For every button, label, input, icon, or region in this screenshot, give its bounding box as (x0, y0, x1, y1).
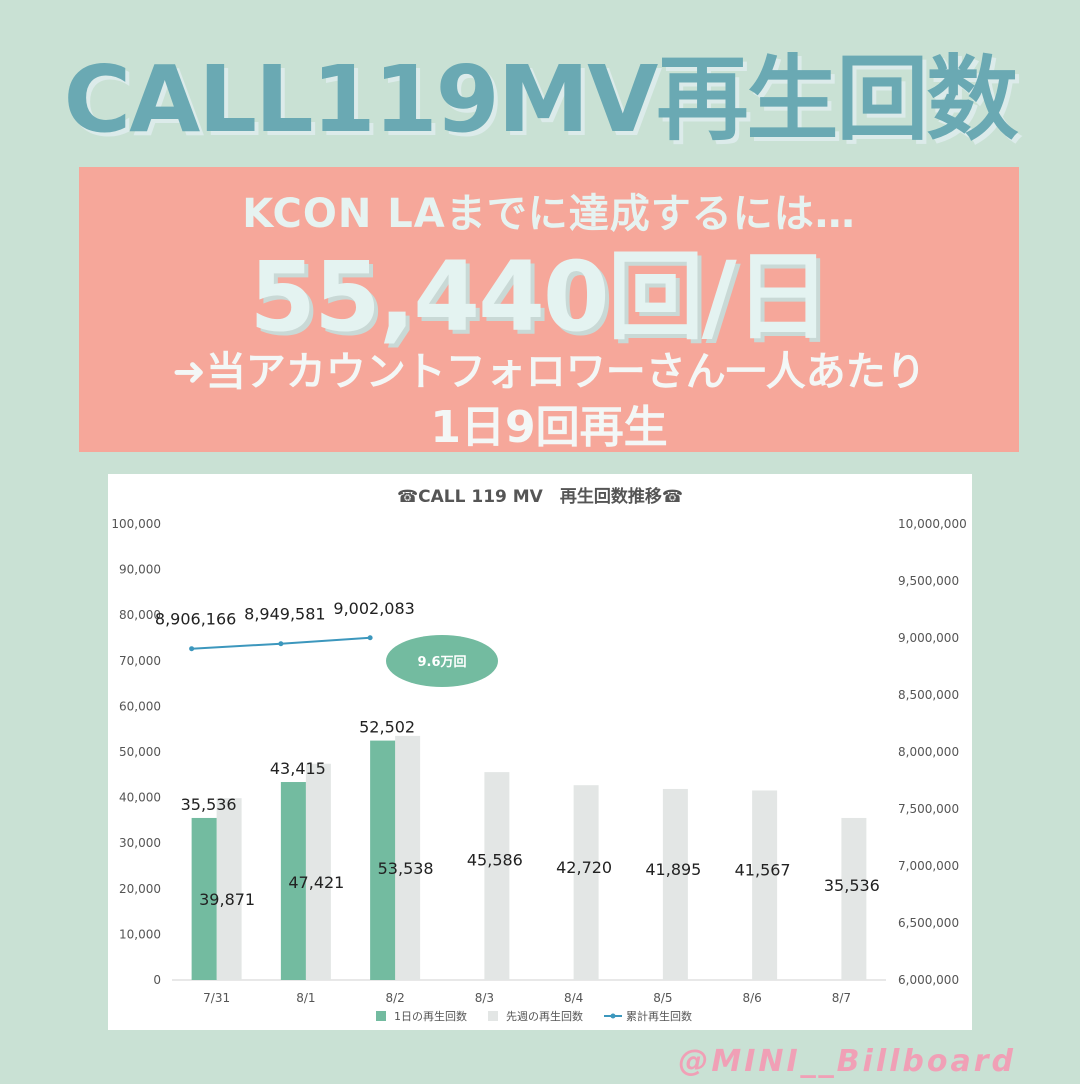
y-tick-label: 20,000 (119, 882, 161, 896)
y2-tick-label: 7,500,000 (898, 802, 959, 816)
prev-week-data-label: 39,871 (199, 890, 255, 909)
chart-card: ☎CALL 119 MV 再生回数推移☎ 0 10,000 20,000 30,000 4… (108, 474, 972, 1030)
banner-goal-caption: KCON LAまでに達成するには… (242, 191, 856, 237)
daily-data-label: 35,536 (181, 795, 237, 814)
views-chart: ☎CALL 119 MV 再生回数推移☎ 0 10,000 20,000 30,000 4… (111, 486, 967, 1023)
daily-bar (191, 817, 217, 980)
daily-bar (280, 782, 306, 980)
x-tick-label: 8/6 (742, 991, 761, 1005)
y-tick-label: 40,000 (119, 791, 161, 805)
daily-bar (370, 740, 396, 980)
cumulative-data-label: 8,949,581 (244, 605, 325, 624)
banner-per-follower-caption: ➜当アカウントフォロワーさん一人あたり (172, 349, 926, 395)
y2-tick-label: 6,500,000 (898, 916, 959, 930)
y-tick-label: 30,000 (119, 836, 161, 850)
x-tick-label: 8/2 (385, 991, 404, 1005)
legend-label: 累計再生回数 (626, 1009, 692, 1023)
prev-week-data-label: 35,536 (824, 876, 880, 895)
y-tick-label: 10,000 (119, 927, 161, 941)
banner-daily-target: 55,440回/日 (249, 241, 831, 353)
y2-tick-label: 8,000,000 (898, 745, 959, 759)
y-tick-label: 80,000 (119, 608, 161, 622)
cumulative-point (367, 635, 373, 641)
y2-tick-label: 9,500,000 (898, 574, 959, 588)
y-tick-label: 60,000 (119, 699, 161, 713)
legend-swatch-point (610, 1013, 616, 1019)
cumulative-point (189, 646, 195, 652)
legend-label: 1日の再生回数 (394, 1009, 467, 1023)
chart-title: ☎CALL 119 MV 再生回数推移☎ (397, 486, 683, 507)
y2-tick-label: 8,500,000 (898, 688, 959, 702)
x-tick-label: 8/5 (653, 991, 672, 1005)
account-handle: @MINI__Billboard (678, 1044, 1016, 1079)
daily-data-label: 43,415 (270, 759, 326, 778)
prev-week-data-label: 41,895 (645, 860, 701, 879)
prev-week-bar (305, 763, 331, 980)
prev-week-bar (573, 785, 599, 980)
y-tick-label: 90,000 (119, 563, 161, 577)
y2-tick-label: 7,000,000 (898, 859, 959, 873)
prev-week-data-label: 47,421 (288, 873, 344, 892)
cumulative-data-label: 9,002,083 (333, 599, 414, 618)
annotation-ellipse (386, 635, 498, 687)
x-tick-label: 7/31 (203, 991, 230, 1005)
y-tick-label: 100,000 (111, 517, 161, 531)
prev-week-bar (752, 790, 778, 980)
goal-banner: KCON LAまでに達成するには… 55,440回/日 ➜当アカウントフォロワー… (79, 167, 1019, 453)
prev-week-bar (662, 788, 688, 980)
prev-week-data-label: 53,538 (378, 859, 434, 878)
y2-tick-label: 10,000,000 (898, 517, 967, 531)
prev-week-data-label: 42,720 (556, 858, 612, 877)
cumulative-data-label: 8,906,166 (155, 610, 236, 629)
x-tick-label: 8/1 (296, 991, 315, 1005)
x-tick-label: 8/7 (832, 991, 851, 1005)
legend-label: 先週の再生回数 (506, 1009, 583, 1023)
y-tick-label: 0 (153, 973, 161, 987)
prev-week-bar (216, 798, 242, 980)
prev-week-bar (395, 735, 421, 980)
y2-tick-label: 9,000,000 (898, 631, 959, 645)
y-tick-label: 50,000 (119, 745, 161, 759)
prev-week-data-label: 45,586 (467, 851, 523, 870)
banner-per-follower-value: 1日9回再生 (430, 402, 668, 453)
prev-week-data-label: 41,567 (735, 861, 791, 880)
x-tick-label: 8/3 (475, 991, 494, 1005)
x-tick-label: 8/4 (564, 991, 583, 1005)
prev-week-bar (841, 817, 867, 980)
y2-tick-label: 6,000,000 (898, 973, 959, 987)
prev-week-bar (484, 772, 510, 980)
annotation-label: 9.6万回 (417, 655, 466, 670)
page-title: CALL119MV再生回数 (63, 46, 1019, 153)
legend-swatch (488, 1011, 498, 1021)
y-tick-label: 70,000 (119, 654, 161, 668)
daily-data-label: 52,502 (359, 718, 415, 737)
cumulative-point (278, 641, 284, 647)
legend-swatch (376, 1011, 386, 1021)
